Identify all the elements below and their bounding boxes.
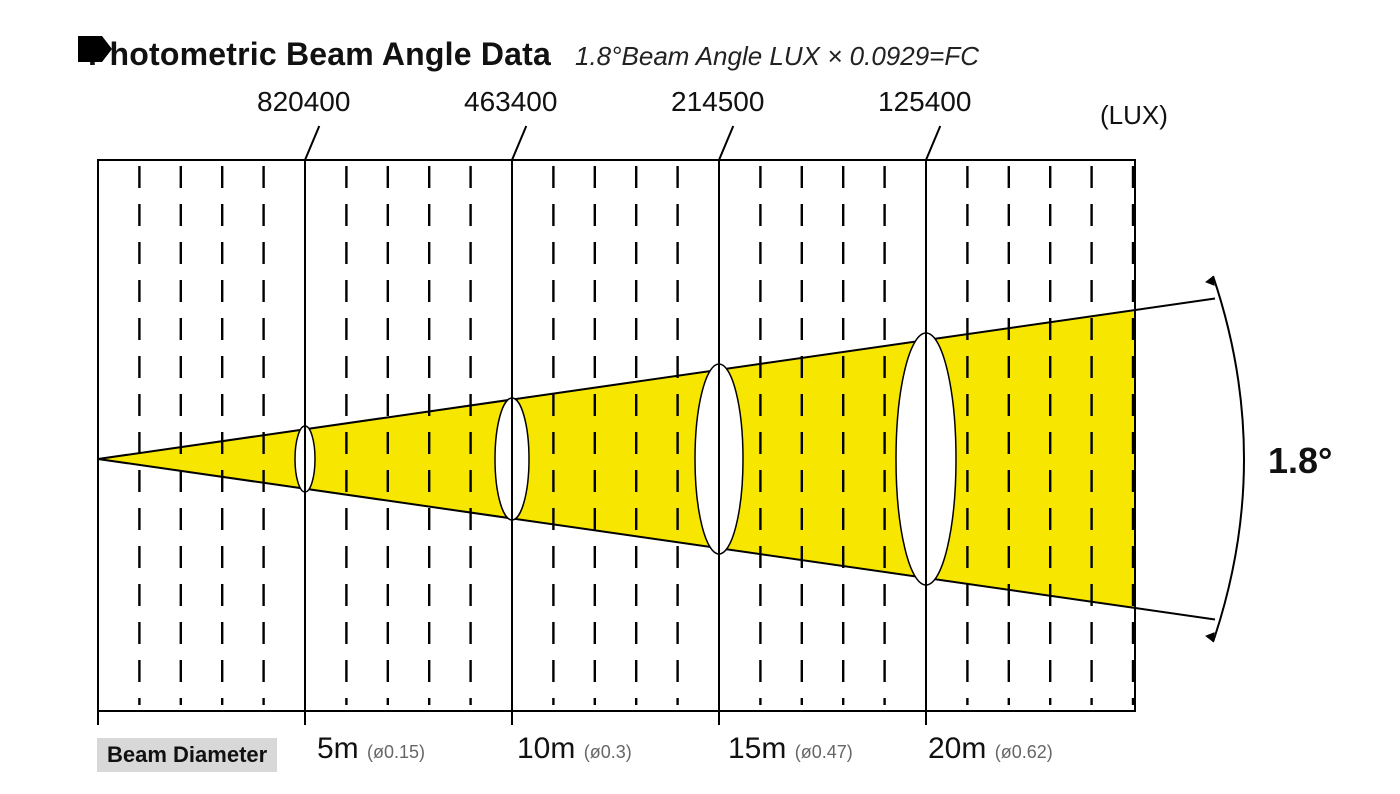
tick-slash (719, 126, 733, 160)
tick-slash (512, 126, 526, 160)
tick-slash (305, 126, 319, 160)
angle-arc (1213, 276, 1244, 642)
tick-slash (926, 126, 940, 160)
beam-diagram (0, 0, 1400, 794)
beam-cone (98, 310, 1135, 608)
